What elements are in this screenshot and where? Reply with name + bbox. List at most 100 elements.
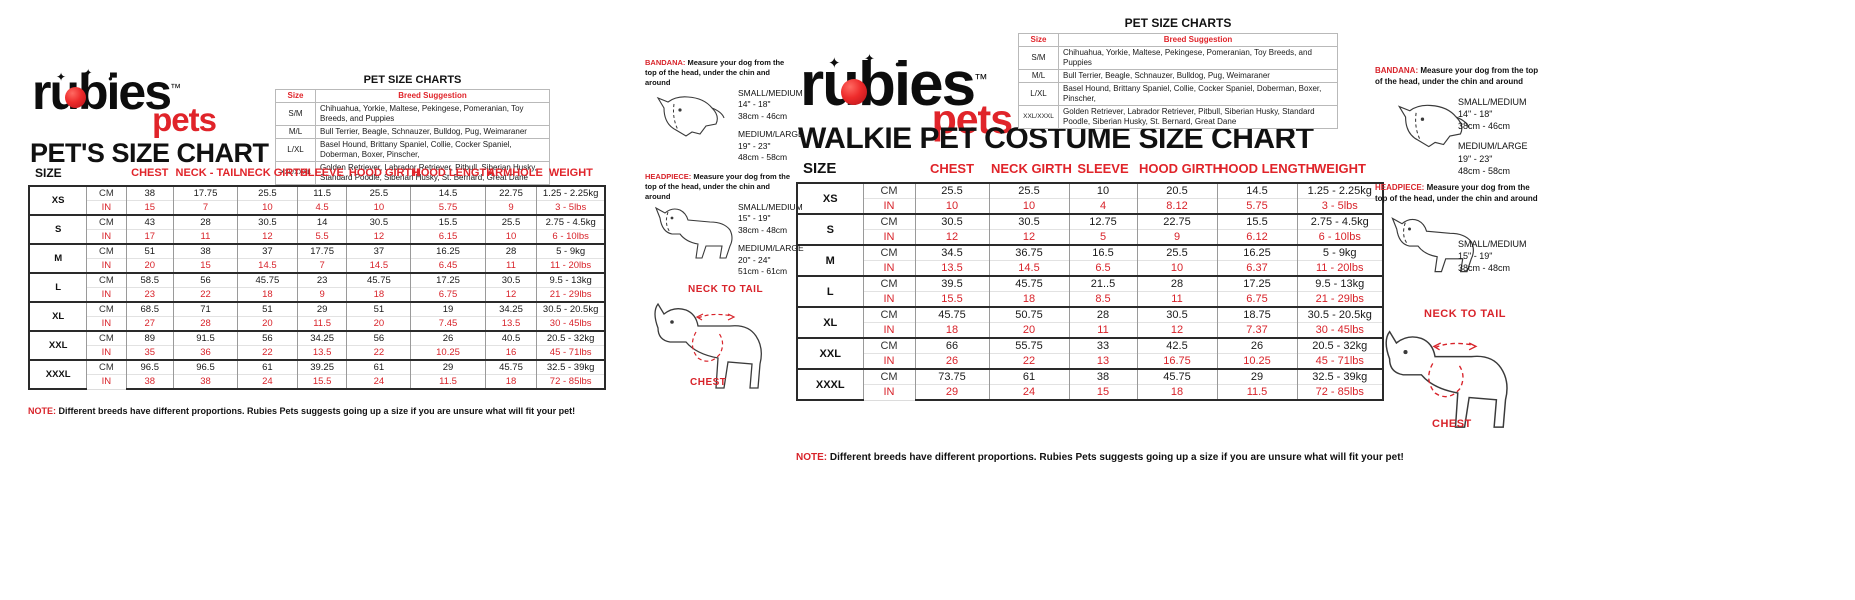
cell-in: 9 [1136, 229, 1218, 245]
cell-in: 72 - 85lbs [536, 374, 607, 390]
col-header-chest: CHEST [929, 161, 975, 176]
cell-in: 20 [236, 316, 298, 331]
cell-in: 12 [236, 229, 298, 244]
cell-cm: 14.5 [410, 185, 486, 201]
cell-in: 18 [914, 322, 990, 338]
unit-in: IN [86, 229, 127, 245]
table-row: L CM 39.5 45.75 21..5 28 17.25 9.5 - 13kg [796, 275, 1384, 307]
cell-cm: 33 [1068, 337, 1138, 354]
row-size-label: XXL [28, 330, 88, 360]
cell-in: 11.5 [410, 374, 486, 390]
cell-cm: 26 [410, 330, 486, 346]
cell-in: 10 [1136, 260, 1218, 276]
guide-text: Measure your dog from the top of the hea… [1375, 66, 1539, 86]
row-size-label: XS [28, 185, 88, 215]
cell-cm: 17.75 [296, 243, 348, 259]
headpiece-guide-right: HEADPIECE: Measure your dog from the top… [1375, 183, 1540, 205]
cell-in: 5.75 [1216, 198, 1298, 214]
walkie-size-chart-table-right: SIZE CHEST NECK GIRTH SLEEVE HOOD GIRTH … [796, 160, 1384, 401]
cell-in: 18 [1136, 384, 1218, 401]
rubies-pets-logo-right: rubies™ ✦ ✦ ● pets [800, 51, 1020, 139]
unit-cm: CM [86, 330, 127, 346]
table-row: S/M Chihuahua, Yorkie, Maltese, Pekinges… [1018, 46, 1338, 70]
breed-table-title: PET SIZE CHARTS [1124, 16, 1232, 30]
breed-table: Size Breed Suggestion S/M Chihuahua, Yor… [275, 89, 550, 185]
size-name: MEDIUM/LARGE [738, 129, 804, 140]
size-inches: 20" - 24" [738, 254, 771, 265]
table-row: IN 15.5 18 8.5 11 6.75 21 - 29lbs [797, 291, 1384, 308]
cell-cm: 51 [236, 301, 298, 317]
cell-cm: 45.75 [988, 275, 1070, 292]
cell-in: 22 [236, 345, 298, 360]
cell-cm: 30.5 [484, 272, 538, 288]
cell-in: 20 [988, 322, 1070, 338]
cell-in: 5.75 [410, 200, 486, 215]
cell-cm: 30.5 [236, 214, 298, 230]
cell-in: 6.45 [410, 258, 486, 273]
cell-cm: 32.5 - 39kg [1296, 368, 1384, 385]
cell-cm: 45.75 [236, 272, 298, 288]
row-size-label: XS [796, 182, 864, 214]
breed-list: Chihuahua, Yorkie, Maltese, Pekingese, P… [315, 102, 550, 126]
cell-cm: 25.5 [914, 182, 990, 199]
cell-in: 28 [173, 316, 238, 331]
guide-text: Measure your dog from the top of the hea… [1375, 183, 1538, 203]
cell-in: 6.37 [1216, 260, 1298, 276]
cell-in: 13.5 [296, 345, 348, 360]
unit-in: IN [86, 258, 127, 274]
cell-in: 20 [125, 258, 175, 273]
cell-cm: 61 [346, 359, 412, 375]
cell-cm: 30.5 - 20.5kg [536, 301, 607, 317]
cell-in: 8.12 [1136, 198, 1218, 214]
cell-cm: 66 [914, 337, 990, 354]
logo-word-text: rubies [32, 64, 172, 120]
table-row: S CM 43 28 30.5 14 30.5 15.5 25.5 2.75 - 4.5kg [28, 214, 607, 244]
cell-cm: 34.25 [296, 330, 348, 346]
cell-in: 18 [988, 291, 1070, 307]
page-title-left: PET'S SIZE CHART [30, 138, 269, 168]
logo-word-text: rubies [800, 50, 976, 119]
col-header-chest: CHEST [131, 167, 169, 179]
unit-cm: CM [86, 214, 127, 230]
size-name: SMALL/MEDIUM [1458, 239, 1527, 249]
cell-in: 24 [988, 384, 1070, 401]
cell-in: 20 [346, 316, 412, 331]
cell-cm: 96.5 [125, 359, 175, 375]
size-cm: 38cm - 48cm [1458, 263, 1511, 274]
breed-suggestion-table-left: PET SIZE CHARTS Size Breed Suggestion S/… [275, 74, 550, 185]
unit-in: IN [862, 322, 916, 339]
table-row: XXL/XXXL Golden Retriever, Labrador Retr… [275, 161, 550, 185]
size-cm: 38cm - 46cm [738, 110, 788, 121]
cell-in: 16 [484, 345, 538, 360]
cell-cm: 5 - 9kg [1296, 244, 1384, 261]
cell-cm: 25.5 [484, 214, 538, 230]
cell-in: 9 [296, 287, 348, 302]
cell-in: 10 [236, 200, 298, 215]
measurements-body: XS CM 25.5 25.5 10 20.5 14.5 1.25 - 2.25kg IN 10 1… [796, 182, 1384, 401]
table-row: IN 10 10 4 8.12 5.75 3 - 5lbs [797, 198, 1384, 215]
cell-cm: 34.5 [914, 244, 990, 261]
table-row: XXXL CM 96.5 96.5 61 39.25 61 29 45.75 32.5 - 39k… [28, 359, 607, 390]
table-row: XXXL CM 73.75 61 38 45.75 29 32.5 - 39kg [796, 368, 1384, 401]
breed-size: S/M [1018, 46, 1059, 70]
breed-list: Basel Hound, Brittany Spaniel, Collie, C… [1058, 82, 1338, 106]
cell-cm: 38 [1068, 368, 1138, 385]
unit-in: IN [862, 291, 916, 308]
cell-cm: 30.5 [988, 213, 1070, 230]
cell-cm: 29 [296, 301, 348, 317]
size-name: SMALL/MEDIUM [1458, 97, 1527, 107]
col-header-neck-girth: NECK GIRTH [239, 167, 308, 179]
cell-in: 11 [173, 229, 238, 244]
logo-sparkle-icon: ✦ [84, 68, 93, 79]
table-row: IN 27 28 20 11.5 20 7.45 13.5 30 - 45lbs [29, 316, 607, 332]
guide-label: HEADPIECE: [645, 172, 692, 181]
table-row: IN 38 38 24 15.5 24 11.5 18 72 - 85lbs [29, 374, 607, 390]
cell-in: 22 [173, 287, 238, 302]
cell-cm: 17.25 [1216, 275, 1298, 292]
breed-size: S/M [275, 102, 316, 126]
cell-cm: 37 [236, 243, 298, 259]
cell-cm: 51 [125, 243, 175, 259]
table-row: L CM 58.5 56 45.75 23 45.75 17.25 30.5 9.5 - 13kg [28, 272, 607, 302]
size-inches: 15" - 19" [738, 213, 771, 224]
cell-cm: 10 [1068, 182, 1138, 199]
